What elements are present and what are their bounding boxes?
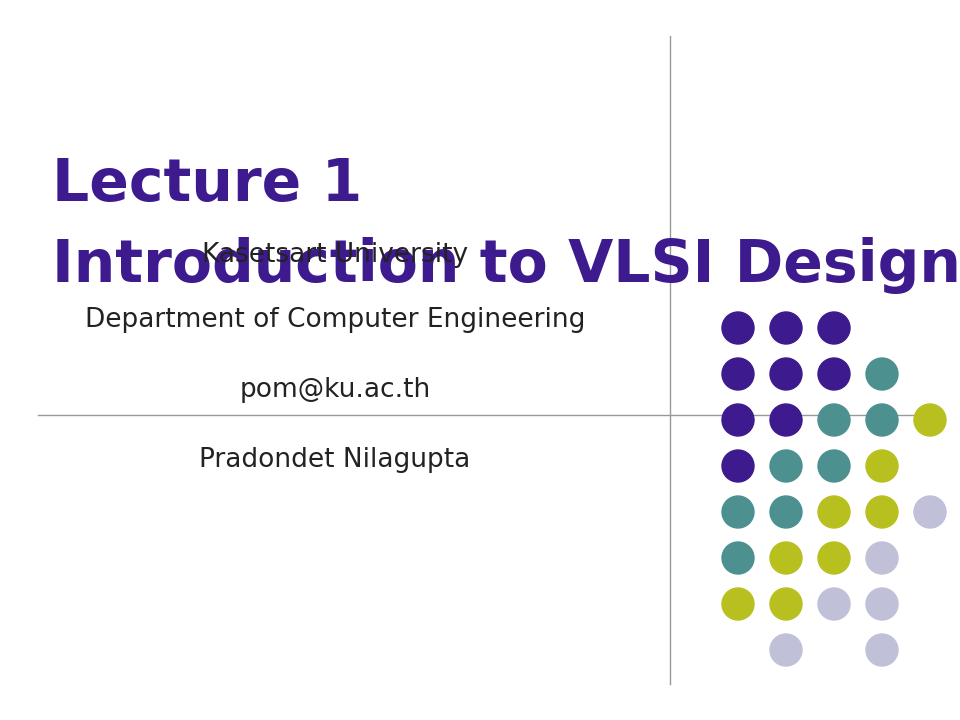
Circle shape	[818, 404, 850, 436]
Circle shape	[866, 404, 898, 436]
Circle shape	[818, 496, 850, 528]
Circle shape	[866, 588, 898, 620]
Circle shape	[722, 450, 754, 482]
Circle shape	[818, 450, 850, 482]
Circle shape	[818, 312, 850, 344]
Circle shape	[770, 312, 802, 344]
Circle shape	[770, 404, 802, 436]
Circle shape	[866, 358, 898, 390]
Circle shape	[770, 496, 802, 528]
Circle shape	[866, 450, 898, 482]
Text: Introduction to VLSI Design: Introduction to VLSI Design	[52, 236, 960, 294]
Circle shape	[770, 588, 802, 620]
Circle shape	[770, 450, 802, 482]
Circle shape	[722, 312, 754, 344]
Text: Lecture 1: Lecture 1	[52, 156, 362, 214]
Circle shape	[722, 588, 754, 620]
Circle shape	[770, 542, 802, 574]
Circle shape	[914, 496, 946, 528]
Circle shape	[866, 496, 898, 528]
Circle shape	[818, 588, 850, 620]
Circle shape	[818, 542, 850, 574]
Circle shape	[722, 542, 754, 574]
Circle shape	[914, 404, 946, 436]
Text: Kasetsart University: Kasetsart University	[202, 242, 468, 268]
Circle shape	[818, 358, 850, 390]
Text: Department of Computer Engineering: Department of Computer Engineering	[84, 307, 586, 333]
Circle shape	[866, 634, 898, 666]
Circle shape	[866, 542, 898, 574]
Circle shape	[722, 496, 754, 528]
Circle shape	[770, 358, 802, 390]
Text: pom@ku.ac.th: pom@ku.ac.th	[239, 377, 431, 403]
Circle shape	[722, 404, 754, 436]
Text: Pradondet Nilagupta: Pradondet Nilagupta	[200, 447, 470, 473]
Circle shape	[770, 634, 802, 666]
Circle shape	[722, 358, 754, 390]
